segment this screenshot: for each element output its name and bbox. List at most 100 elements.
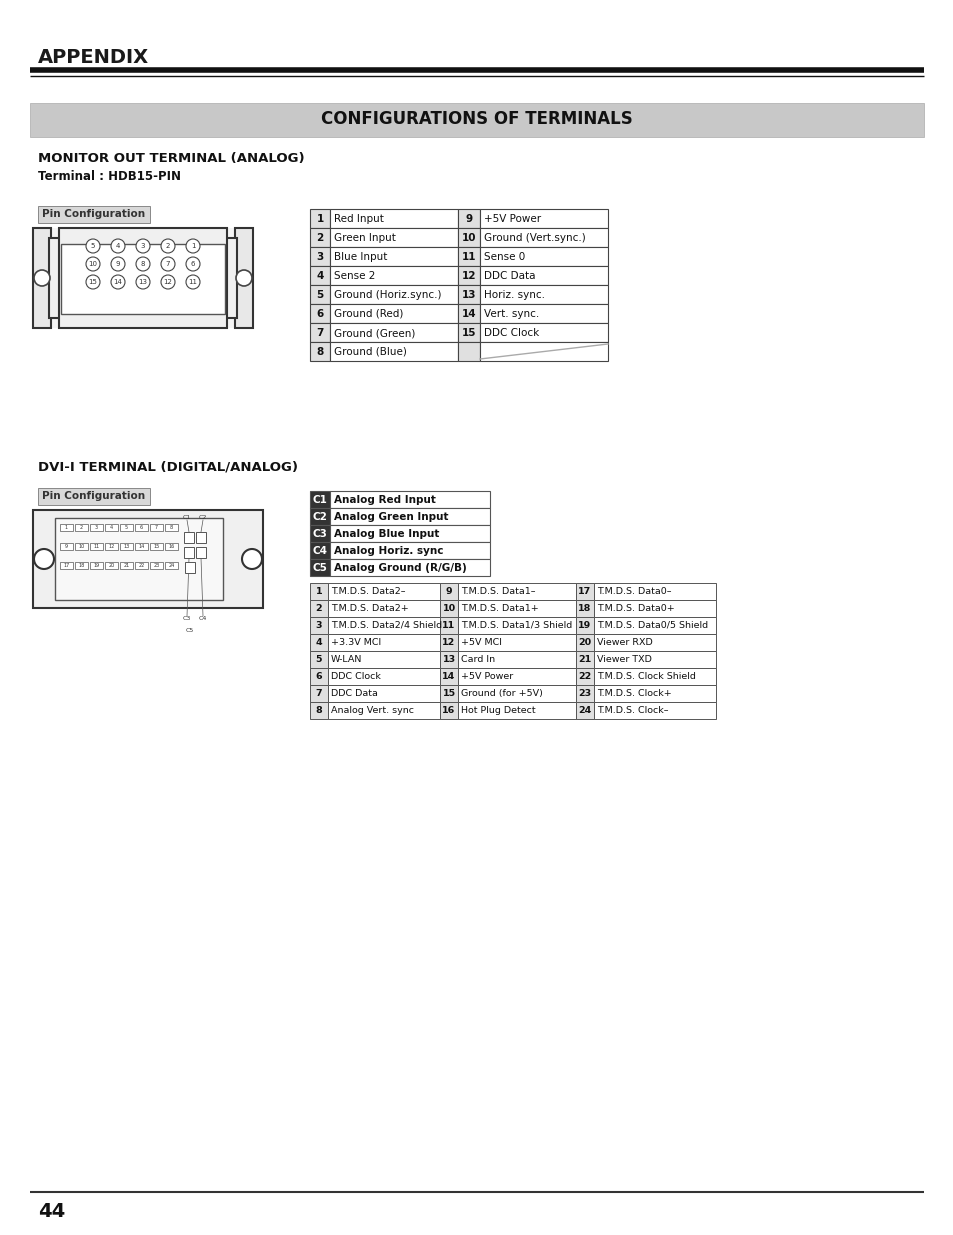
Text: 12: 12 (163, 279, 172, 285)
Bar (310, 266, 330, 285)
Text: APPENDIX: APPENDIX (38, 48, 149, 67)
Text: 13: 13 (138, 279, 148, 285)
Bar (439, 600, 457, 618)
Text: C2: C2 (198, 515, 207, 520)
Text: Ground (for +5V): Ground (for +5V) (460, 689, 542, 698)
Circle shape (161, 257, 174, 270)
Text: Card In: Card In (460, 655, 495, 664)
Bar (479, 209, 607, 228)
Text: 1: 1 (315, 587, 322, 597)
Text: Ground (Vert.sync.): Ground (Vert.sync.) (483, 233, 585, 243)
Circle shape (186, 275, 200, 289)
Bar (479, 285, 607, 304)
Bar (576, 701, 594, 719)
Bar (135, 562, 148, 569)
Bar (195, 547, 206, 558)
Text: T.M.D.S. Clock–: T.M.D.S. Clock– (597, 706, 668, 715)
Text: +5V MCI: +5V MCI (460, 638, 501, 647)
Circle shape (34, 550, 54, 569)
Bar (457, 701, 576, 719)
Bar (439, 651, 457, 668)
Circle shape (111, 240, 125, 253)
Text: Analog Horiz. sync: Analog Horiz. sync (334, 546, 443, 556)
Text: 12: 12 (461, 270, 476, 282)
Bar (310, 324, 330, 342)
Text: 5: 5 (316, 290, 323, 300)
Bar (33, 228, 253, 329)
Text: +5V Power: +5V Power (483, 214, 540, 224)
Bar (105, 562, 118, 569)
Text: 1: 1 (316, 214, 323, 224)
Text: 9: 9 (465, 214, 472, 224)
Text: 20: 20 (578, 638, 591, 647)
Text: Blue Input: Blue Input (334, 252, 387, 262)
Text: 3: 3 (95, 525, 98, 530)
Bar (576, 668, 594, 685)
Circle shape (161, 240, 174, 253)
Text: 6: 6 (316, 309, 323, 319)
Bar (120, 562, 132, 569)
Bar (105, 524, 118, 531)
Bar (330, 324, 457, 342)
Text: 2: 2 (315, 604, 322, 613)
Text: 17: 17 (578, 587, 591, 597)
Text: DDC Clock: DDC Clock (483, 329, 538, 338)
Text: 23: 23 (578, 689, 591, 698)
Text: 8: 8 (141, 261, 145, 267)
Circle shape (86, 257, 100, 270)
Text: C2: C2 (313, 513, 327, 522)
Text: C5: C5 (186, 629, 193, 634)
Text: 5: 5 (125, 525, 128, 530)
Text: +3.3V MCI: +3.3V MCI (331, 638, 381, 647)
Text: Green Input: Green Input (334, 233, 395, 243)
Text: Analog Ground (R/G/B): Analog Ground (R/G/B) (334, 563, 466, 573)
Bar (75, 562, 88, 569)
Bar (328, 701, 439, 719)
Bar (457, 228, 479, 247)
Text: 7: 7 (315, 689, 322, 698)
Bar (330, 559, 490, 576)
Bar (479, 304, 607, 324)
Text: 7: 7 (316, 329, 323, 338)
Bar (594, 685, 716, 701)
Text: 9: 9 (65, 543, 68, 550)
Text: Vert. sync.: Vert. sync. (483, 309, 538, 319)
Text: 2: 2 (80, 525, 83, 530)
Text: 12: 12 (109, 543, 114, 550)
Bar (330, 342, 457, 361)
Bar (594, 651, 716, 668)
Text: Hot Plug Detect: Hot Plug Detect (460, 706, 535, 715)
Text: 14: 14 (138, 543, 145, 550)
Bar (457, 285, 479, 304)
Text: Viewer TXD: Viewer TXD (597, 655, 651, 664)
Bar (594, 600, 716, 618)
Bar (330, 492, 490, 508)
Text: 13: 13 (123, 543, 130, 550)
Text: C1: C1 (183, 515, 191, 520)
Bar (330, 228, 457, 247)
Text: T.M.D.S. Data0/5 Shield: T.M.D.S. Data0/5 Shield (597, 621, 707, 630)
Bar (328, 685, 439, 701)
Circle shape (242, 550, 262, 569)
Text: 16: 16 (168, 543, 174, 550)
Bar (310, 542, 330, 559)
Text: T.M.D.S. Clock+: T.M.D.S. Clock+ (597, 689, 671, 698)
Text: 6: 6 (140, 525, 143, 530)
Bar (90, 543, 103, 550)
Bar (457, 209, 479, 228)
Text: 18: 18 (78, 563, 85, 568)
Bar (330, 525, 490, 542)
Bar (310, 618, 328, 634)
Text: Sense 0: Sense 0 (483, 252, 525, 262)
Bar (55, 517, 223, 600)
Text: Ground (Horiz.sync.): Ground (Horiz.sync.) (334, 290, 441, 300)
Text: 11: 11 (442, 621, 456, 630)
Bar (594, 701, 716, 719)
Bar (479, 228, 607, 247)
Bar (439, 634, 457, 651)
Bar (310, 342, 330, 361)
Text: 6: 6 (315, 672, 322, 680)
Bar (439, 701, 457, 719)
Text: Viewer RXD: Viewer RXD (597, 638, 652, 647)
Bar (234, 228, 253, 329)
